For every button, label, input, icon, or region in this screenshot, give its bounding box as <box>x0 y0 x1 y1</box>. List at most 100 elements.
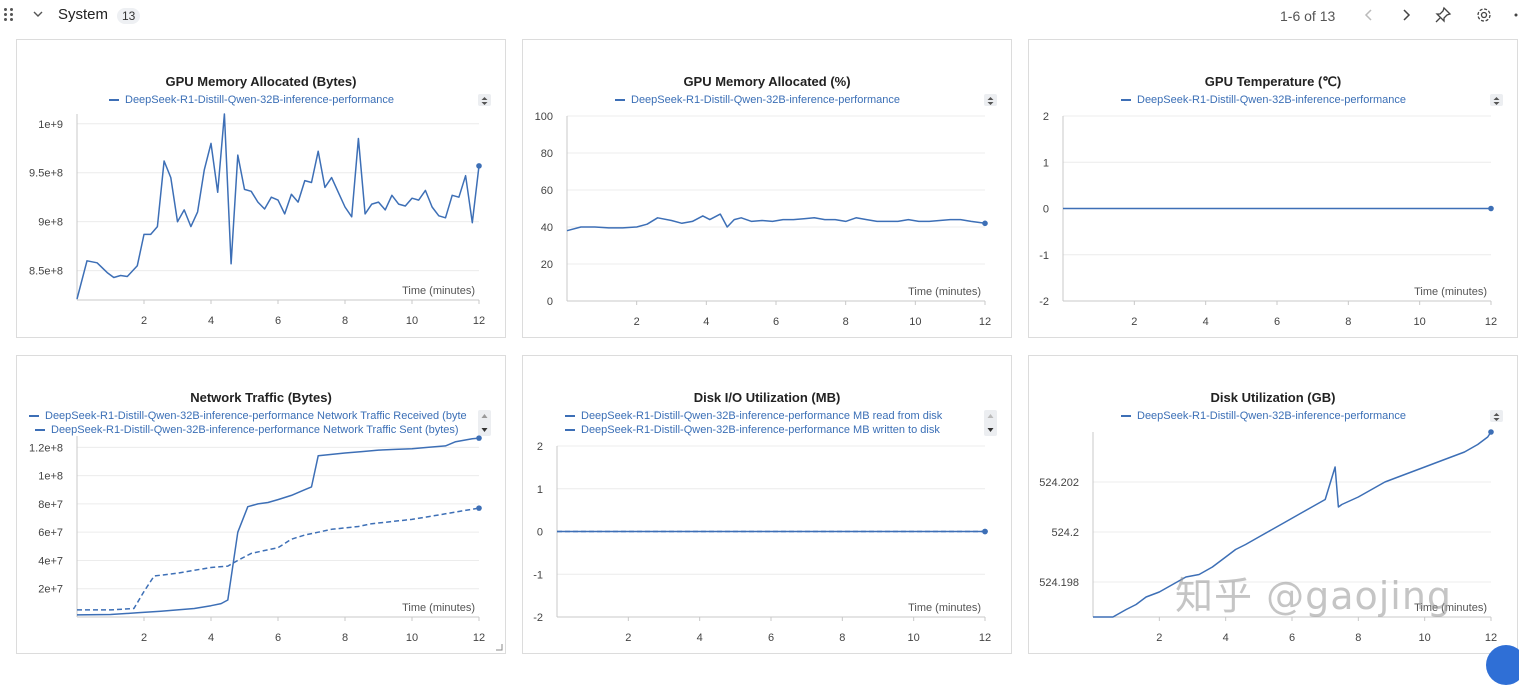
y-tick-label: -2 <box>1039 296 1049 308</box>
y-tick-label: 80 <box>541 148 553 160</box>
x-tick-label: 6 <box>773 316 779 328</box>
y-tick-label: 524.198 <box>1039 577 1079 589</box>
x-tick-label: 10 <box>1419 632 1431 644</box>
chevron-right-icon[interactable] <box>1397 6 1415 24</box>
series-endpoint-0 <box>1488 429 1494 435</box>
legend-scroll-button[interactable] <box>984 410 997 436</box>
series-line-1 <box>77 507 480 611</box>
legend-scroll-button[interactable] <box>984 94 997 106</box>
legend-entry[interactable]: DeepSeek-R1-Distill-Qwen-32B-inference-p… <box>1121 94 1406 106</box>
resize-handle-icon[interactable] <box>495 643 503 651</box>
series-endpoint-0 <box>982 220 988 227</box>
legend-entry[interactable]: DeepSeek-R1-Distill-Qwen-32B-inference-p… <box>109 94 394 106</box>
legend-entry[interactable]: DeepSeek-R1-Distill-Qwen-32B-inference-p… <box>29 410 467 422</box>
y-tick-label: 9.5e+8 <box>29 168 63 180</box>
chart-plot: 8.5e+8 9e+8 9.5e+8 1e+9 2 4 6 8 10 12 Time (minute… <box>29 113 485 327</box>
x-tick-label: 4 <box>1203 316 1209 328</box>
x-tick-label: 6 <box>275 632 281 644</box>
x-tick-label: 8 <box>342 632 348 644</box>
x-tick-label: 12 <box>1485 316 1497 328</box>
chevron-left-icon[interactable] <box>1360 6 1378 24</box>
legend-label: DeepSeek-R1-Distill-Qwen-32B-inference-p… <box>581 410 943 422</box>
x-tick-label: 6 <box>1274 316 1280 328</box>
y-tick-label: 100 <box>535 111 553 123</box>
x-tick-label: 10 <box>908 632 920 644</box>
y-tick-label: 6e+7 <box>38 527 63 539</box>
y-tick-label: -1 <box>533 569 543 581</box>
y-tick-label: 1e+8 <box>38 471 63 483</box>
chart-panel-disk-utilization: Disk Utilization (GB) DeepSeek-R1-Distil… <box>1028 355 1518 654</box>
help-button[interactable] <box>1486 645 1519 685</box>
x-tick-label: 4 <box>1223 632 1229 644</box>
chart-title: Network Traffic (Bytes) <box>190 390 332 405</box>
x-tick-label: 12 <box>473 632 485 644</box>
chevron-down-icon[interactable] <box>33 9 43 19</box>
series-line-0 <box>566 213 986 232</box>
section-title: System <box>58 6 109 23</box>
x-tick-label: 8 <box>342 315 348 327</box>
x-tick-label: 4 <box>697 632 703 644</box>
legend-scroll-button[interactable] <box>1490 94 1503 106</box>
x-tick-label: 4 <box>703 316 709 328</box>
y-tick-label: -2 <box>533 612 543 624</box>
legend-scroll-button[interactable] <box>1490 410 1503 422</box>
legend-label: DeepSeek-R1-Distill-Qwen-32B-inference-p… <box>45 410 467 422</box>
legend-label: DeepSeek-R1-Distill-Qwen-32B-inference-p… <box>631 94 900 106</box>
x-tick-label: 12 <box>979 316 991 328</box>
x-tick-label: 10 <box>406 315 418 327</box>
series-line-0 <box>76 437 480 616</box>
section-count-badge: 13 <box>117 8 141 24</box>
y-tick-label: 524.2 <box>1051 527 1079 539</box>
legend-scroll-button[interactable] <box>478 410 491 436</box>
series-endpoint-0 <box>476 163 482 169</box>
drag-handle-icon[interactable] <box>4 8 14 22</box>
y-tick-label: 2 <box>537 441 543 453</box>
x-tick-label: 10 <box>1414 316 1426 328</box>
x-axis-label: Time (minutes) <box>1414 286 1487 298</box>
section-header: System 13 1-6 of 13 <box>0 0 1519 34</box>
more-options-icon[interactable] <box>1509 6 1519 24</box>
chart-plot: 2e+7 4e+7 6e+7 8e+7 1e+8 1.2e+8 2 4 6 8 10 12 Time (… <box>29 435 485 644</box>
legend: DeepSeek-R1-Distill-Qwen-32B-inference-p… <box>565 410 975 440</box>
legend-label: DeepSeek-R1-Distill-Qwen-32B-inference-p… <box>1137 410 1406 422</box>
legend-entry[interactable]: DeepSeek-R1-Distill-Qwen-32B-inference-p… <box>1121 410 1406 422</box>
x-tick-label: 2 <box>1156 632 1162 644</box>
legend-entry[interactable]: DeepSeek-R1-Distill-Qwen-32B-inference-p… <box>565 410 942 422</box>
y-tick-label: 524.202 <box>1039 477 1079 489</box>
legend-entry[interactable]: DeepSeek-R1-Distill-Qwen-32B-inference-p… <box>565 424 940 436</box>
legend-line-icon <box>1121 415 1131 418</box>
legend-line-icon <box>615 99 625 102</box>
x-tick-label: 10 <box>909 316 921 328</box>
y-tick-label: 2 <box>1043 111 1049 123</box>
x-tick-label: 2 <box>625 632 631 644</box>
chart-title: GPU Memory Allocated (%) <box>683 74 851 89</box>
y-tick-label: 4e+7 <box>38 555 63 567</box>
x-tick-label: 12 <box>1485 632 1497 644</box>
x-axis-label: Time (minutes) <box>1414 602 1487 614</box>
x-tick-label: 4 <box>208 632 214 644</box>
y-tick-label: 2e+7 <box>38 584 63 596</box>
x-axis-label: Time (minutes) <box>908 602 981 614</box>
x-tick-label: 12 <box>473 315 485 327</box>
legend-line-icon <box>1121 99 1131 102</box>
legend-entry[interactable]: DeepSeek-R1-Distill-Qwen-32B-inference-p… <box>35 424 459 436</box>
y-tick-label: 60 <box>541 185 553 197</box>
chart-title: Disk I/O Utilization (MB) <box>693 390 841 405</box>
legend-label: DeepSeek-R1-Distill-Qwen-32B-inference-p… <box>581 424 940 436</box>
series-endpoint-1 <box>476 505 482 511</box>
legend-scroll-button[interactable] <box>478 94 491 106</box>
legend-line-icon <box>565 429 575 432</box>
x-tick-label: 2 <box>141 315 147 327</box>
y-tick-label: 0 <box>1043 204 1049 216</box>
x-tick-label: 6 <box>275 315 281 327</box>
x-tick-label: 8 <box>843 316 849 328</box>
y-tick-label: 8e+7 <box>38 499 63 511</box>
x-tick-label: 6 <box>768 632 774 644</box>
legend-label: DeepSeek-R1-Distill-Qwen-32B-inference-p… <box>1137 94 1406 106</box>
gear-icon[interactable] <box>1475 6 1493 24</box>
pin-icon[interactable] <box>1434 6 1452 24</box>
x-tick-label: 8 <box>1345 316 1351 328</box>
legend-entry[interactable]: DeepSeek-R1-Distill-Qwen-32B-inference-p… <box>615 94 900 106</box>
